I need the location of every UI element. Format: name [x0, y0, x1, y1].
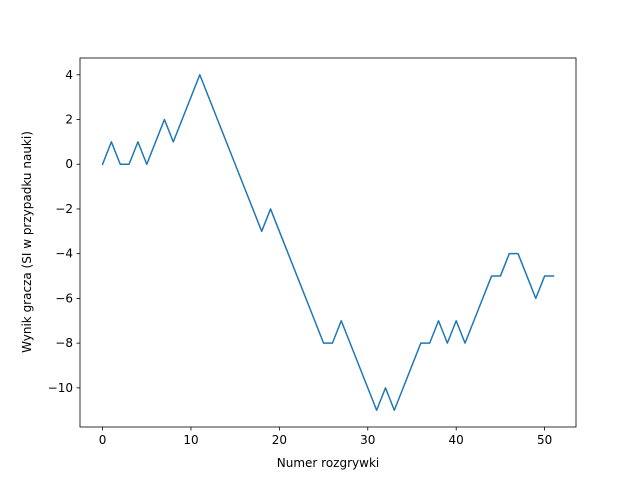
x-tick-label: 30: [360, 433, 375, 447]
x-tick-label: 10: [183, 433, 198, 447]
y-tick-label: 2: [65, 113, 73, 127]
plot-frame: [79, 57, 577, 428]
x-tick-label: 50: [537, 433, 552, 447]
x-tick-label: 40: [449, 433, 464, 447]
y-tick-label: −4: [55, 247, 73, 261]
x-tick-label: 0: [99, 433, 107, 447]
y-tick-label: −2: [55, 202, 73, 216]
y-tick-label: 4: [65, 68, 73, 82]
series-line-0: [101, 74, 555, 411]
y-tick-label: −6: [55, 291, 73, 305]
y-tick-label: 0: [65, 157, 73, 171]
x-axis-label: Numer rozgrywki: [277, 456, 379, 470]
y-axis-label: Wynik gracza (SI w przypadku nauki): [20, 131, 34, 353]
x-tick-label: 20: [272, 433, 287, 447]
y-tick-label: −8: [55, 336, 73, 350]
y-tick-label: −10: [48, 381, 73, 395]
